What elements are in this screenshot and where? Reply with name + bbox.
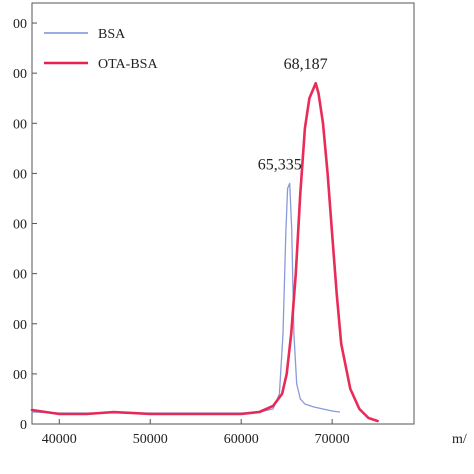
- x-tick-label: 40000: [42, 432, 77, 447]
- y-tick-label: 00: [13, 218, 27, 233]
- y-tick-label: 00: [13, 117, 27, 132]
- y-tick-label: 00: [13, 268, 27, 283]
- series-layer: [30, 81, 379, 423]
- x-tick-label: 50000: [133, 432, 168, 447]
- x-tick-label: 60000: [224, 432, 259, 447]
- y-tick-label: 00: [13, 318, 27, 333]
- legend: BSA OTA-BSA: [44, 27, 158, 72]
- y-tick-label: 00: [13, 368, 27, 383]
- legend-label-ota-bsa: OTA-BSA: [98, 57, 158, 72]
- plot-frame: [31, 2, 415, 425]
- x-tick-label: 70000: [315, 432, 350, 447]
- y-tick-label: 0: [20, 418, 27, 433]
- series-line-ota-bsa: [30, 81, 379, 423]
- peak-annotation: 65,335: [258, 156, 302, 173]
- y-tick-label: 00: [13, 17, 27, 32]
- annotations: 65,335 68,187: [258, 56, 328, 173]
- y-tick-label: 00: [13, 167, 27, 182]
- x-axis-label: m/: [452, 432, 467, 447]
- legend-label-bsa: BSA: [98, 27, 126, 42]
- y-tick-label: 00: [13, 67, 27, 82]
- peak-annotation: 68,187: [284, 56, 328, 73]
